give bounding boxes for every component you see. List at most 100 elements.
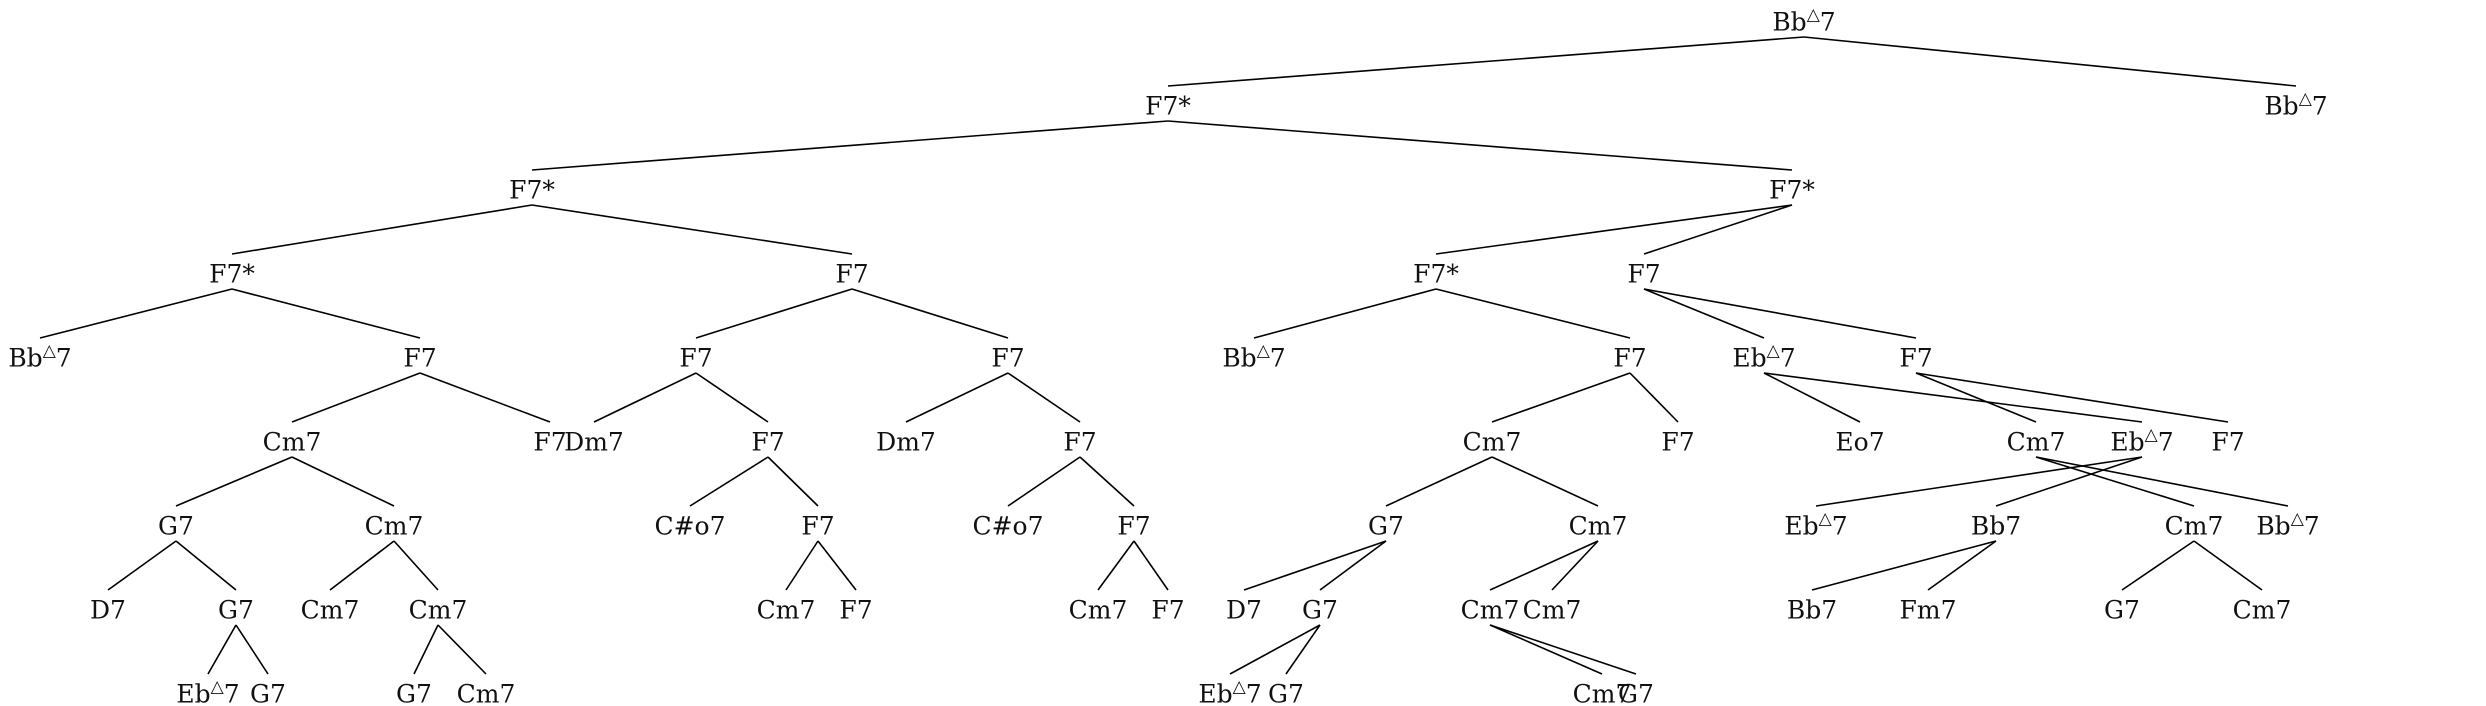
tree-edge [1007, 456, 1081, 507]
tree-node: G7 [1368, 512, 1404, 541]
tree-node: Bb△​7 [2256, 509, 2319, 541]
tree-node: F7* [1769, 176, 1815, 205]
tree-node: Bb7 [1971, 512, 2021, 541]
tree-node: Fm7 [1900, 596, 1957, 625]
tree-node: Eo7 [1835, 428, 1884, 457]
tree-node: F7 [1899, 344, 1932, 373]
tree-edge [1489, 624, 1637, 675]
tree-edge [1489, 540, 1599, 591]
tree-edge [1643, 288, 1917, 339]
tree-node: F7 [991, 344, 1024, 373]
tree-edge [1629, 372, 1679, 423]
tree-nodes: Bb△​7F7*F7*F7*Bb△​7F7Cm7G7D7G7Eb△​7G7Cm7… [8, 5, 2327, 706]
tree-edge [1491, 456, 1599, 507]
tree-node: F7 [1151, 596, 1184, 625]
tree-edge [851, 288, 1009, 339]
tree-node: F7 [835, 260, 868, 289]
tree-node: F7* [509, 176, 555, 205]
tree-node: Bb△​7 [2264, 89, 2327, 121]
tree-node: Cm7 [2233, 596, 2292, 625]
tree-node: F7 [2211, 428, 2244, 457]
tree-edge [1435, 288, 1631, 339]
tree-edge [1243, 540, 1387, 591]
tree-edge [531, 204, 853, 255]
tree-edge [175, 540, 237, 591]
tree-edge [1253, 288, 1437, 339]
tree-edge [1133, 540, 1169, 591]
tree-edge [1097, 540, 1135, 591]
tree-node: Bb7 [1787, 596, 1837, 625]
tree-node: Cm7 [1573, 680, 1632, 706]
tree-node: F7 [1117, 512, 1150, 541]
tree-node: F7 [839, 596, 872, 625]
tree-edge [1815, 456, 2143, 507]
tree-node: F7* [1413, 260, 1459, 289]
tree-edge [1319, 540, 1387, 591]
tree-edge [207, 624, 237, 675]
tree-node: Cm7 [1069, 596, 1128, 625]
tree-node: C#o7 [654, 512, 725, 541]
tree-node: Cm7 [757, 596, 816, 625]
tree-node: Cm7 [1523, 596, 1582, 625]
tree-edge [2035, 456, 2195, 507]
tree-edges [39, 36, 2297, 675]
tree-node: G7 [1302, 596, 1338, 625]
tree-edge [291, 372, 421, 423]
tree-node: F7 [751, 428, 784, 457]
tree-node: F7 [1627, 260, 1660, 289]
tree-node: G7 [1618, 680, 1654, 706]
tree-edge [1915, 372, 2229, 423]
tree-node: F7 [679, 344, 712, 373]
tree-edge [2035, 456, 2289, 507]
tree-node: F7 [533, 428, 566, 457]
tree-edge [437, 624, 487, 675]
tree-node: G7 [250, 680, 286, 706]
tree-edge [1167, 36, 1805, 87]
tree-node: Cm7 [457, 680, 516, 706]
tree-node: G7 [2104, 596, 2140, 625]
tree-node: Eb△​7 [176, 677, 239, 706]
tree-node: G7 [1268, 680, 1304, 706]
tree-edge [817, 540, 857, 591]
tree-node: F7 [1613, 344, 1646, 373]
tree-edge [1763, 372, 2143, 423]
tree-edge [1763, 372, 1861, 423]
tree-edge [419, 372, 551, 423]
tree-edge [1385, 456, 1493, 507]
tree-edge [291, 456, 395, 507]
tree-edge [695, 372, 769, 423]
tree-node: Dm7 [876, 428, 936, 457]
tree-node: Eb△​7 [1198, 677, 1261, 706]
tree-node: F7* [1145, 92, 1191, 121]
tree-edge [329, 540, 395, 591]
tree-edge [1491, 372, 1631, 423]
tree-edge [2193, 540, 2263, 591]
tree-edge [107, 540, 177, 591]
tree-edge [1079, 456, 1135, 507]
tree-edge [39, 288, 233, 339]
tree-node: Bb△​7 [8, 341, 71, 373]
tree-node: G7 [396, 680, 432, 706]
tree-node: Eb△​7 [2110, 425, 2173, 457]
tree-node: Cm7 [1569, 512, 1628, 541]
tree-edge [905, 372, 1009, 423]
tree-node: Cm7 [2165, 512, 2224, 541]
tree-edge [231, 204, 533, 255]
tree-node: Dm7 [564, 428, 624, 457]
tree-edge [1435, 204, 1793, 255]
tree-node: F7* [209, 260, 255, 289]
tree-edge [1285, 624, 1321, 675]
tree-edge [1927, 540, 1997, 591]
tree-edge [235, 624, 269, 675]
tree-edge [695, 288, 853, 339]
tree-edge [1915, 372, 2037, 423]
tree-edge [1643, 204, 1793, 255]
tree-edge [1803, 36, 2297, 87]
tree-edge [2121, 540, 2195, 591]
tree-node: F7 [1661, 428, 1694, 457]
tree-node: Cm7 [1461, 596, 1520, 625]
tree-node: Eb△​7 [1732, 341, 1795, 373]
tree-node: Cm7 [2007, 428, 2066, 457]
tree-node: D7 [90, 596, 126, 625]
